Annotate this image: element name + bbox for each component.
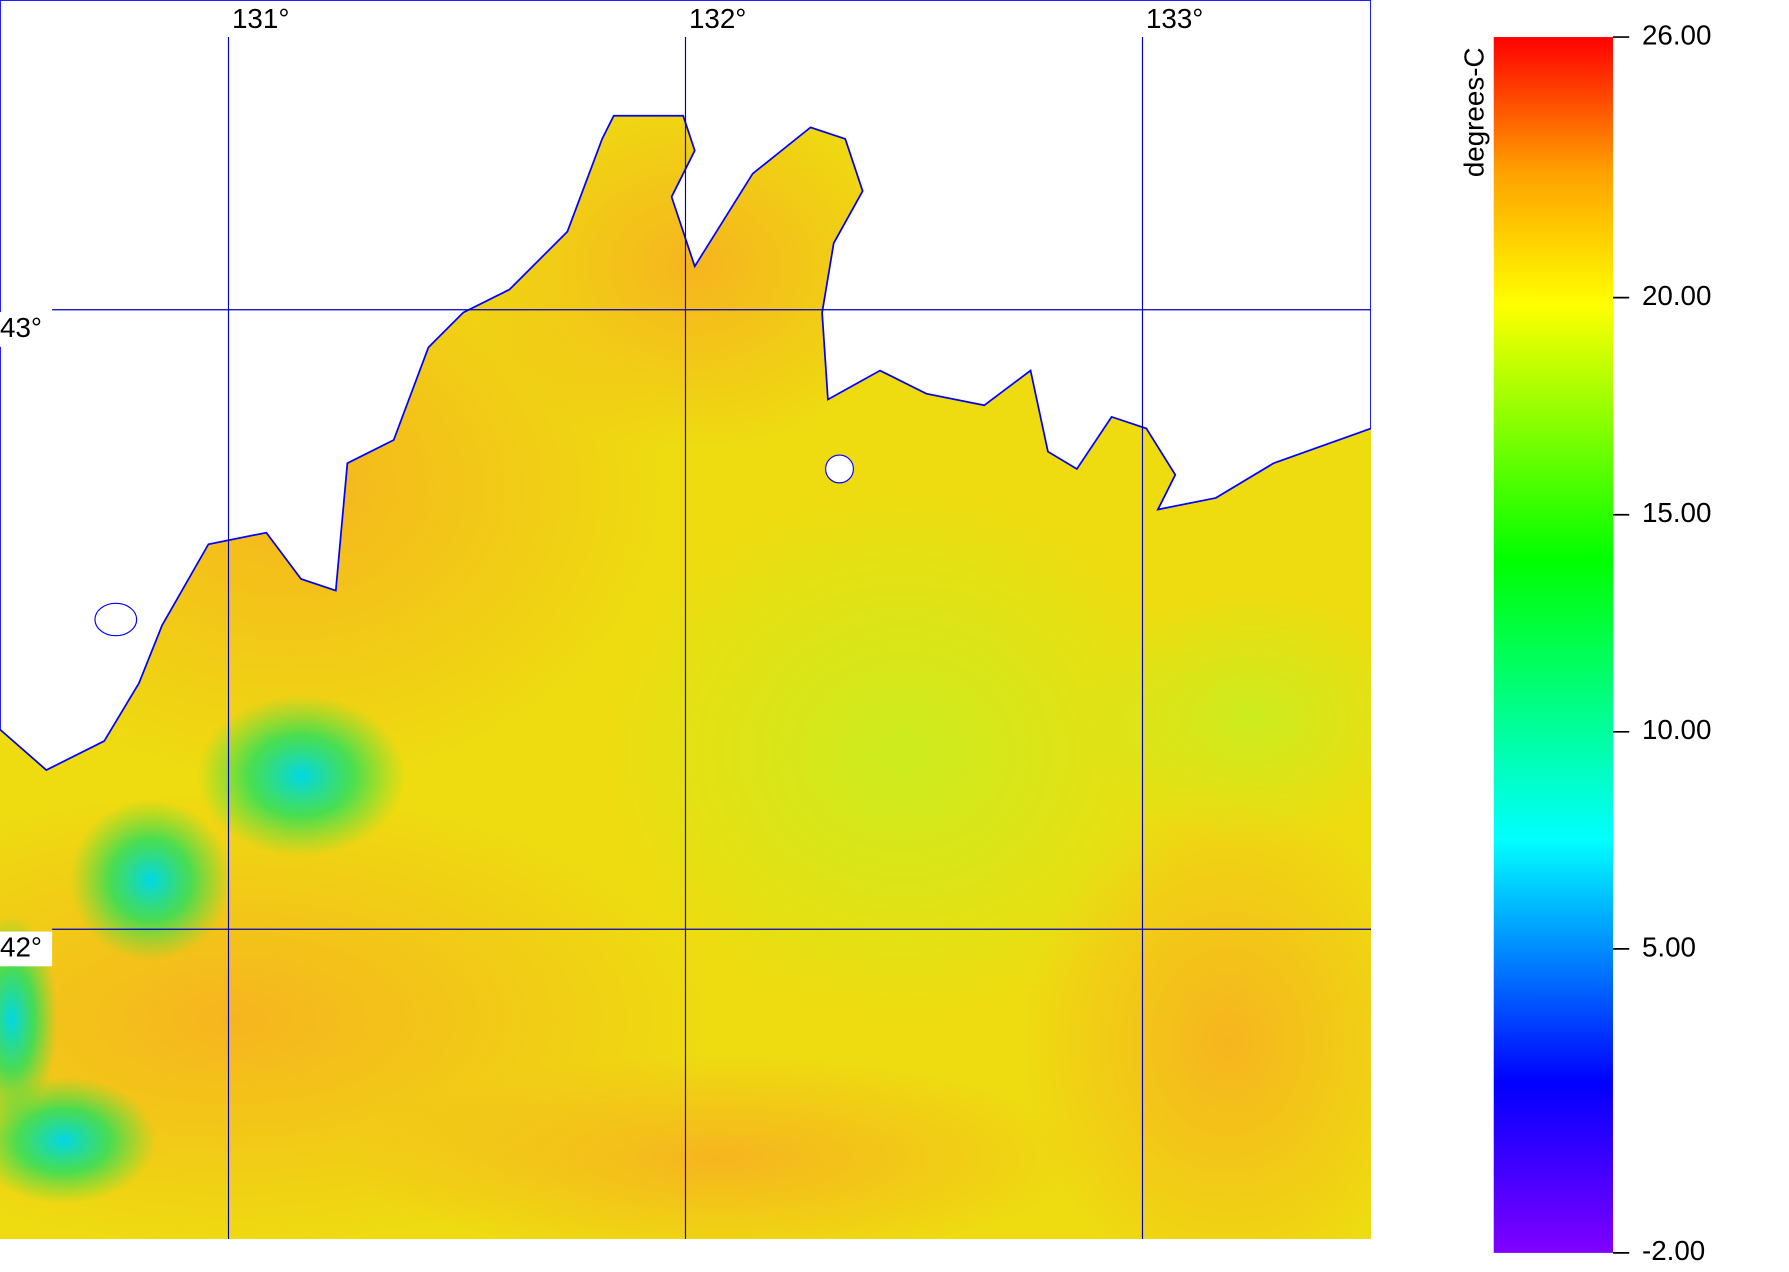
colorbar-tick-label: 26.00	[1642, 19, 1712, 50]
land	[0, 0, 1371, 772]
island	[94, 602, 138, 637]
label-bg	[1143, 4, 1216, 36]
label-bg	[0, 312, 53, 347]
colorbar-tick-label: -2.00	[1642, 1235, 1705, 1266]
lon-label: 132°	[689, 3, 746, 34]
colorbar-label: degrees-C	[1459, 47, 1490, 177]
island	[825, 454, 854, 484]
sst-field	[0, 0, 1371, 1239]
colorbar	[1493, 37, 1613, 1253]
colorbar-tick-label: 15.00	[1642, 497, 1712, 528]
label-bg	[686, 4, 759, 36]
colorbar-tick-label: 10.00	[1642, 714, 1712, 745]
colorbar-tick-label: 20.00	[1642, 280, 1712, 311]
label-bg	[229, 4, 302, 36]
label-bg	[0, 931, 53, 967]
lon-label: 133°	[1146, 3, 1203, 34]
lon-label: 131°	[232, 3, 289, 34]
lat-label: 42°	[0, 931, 42, 962]
colorbar-tick-label: 5.00	[1642, 931, 1696, 962]
lat-label: 43°	[0, 312, 42, 343]
